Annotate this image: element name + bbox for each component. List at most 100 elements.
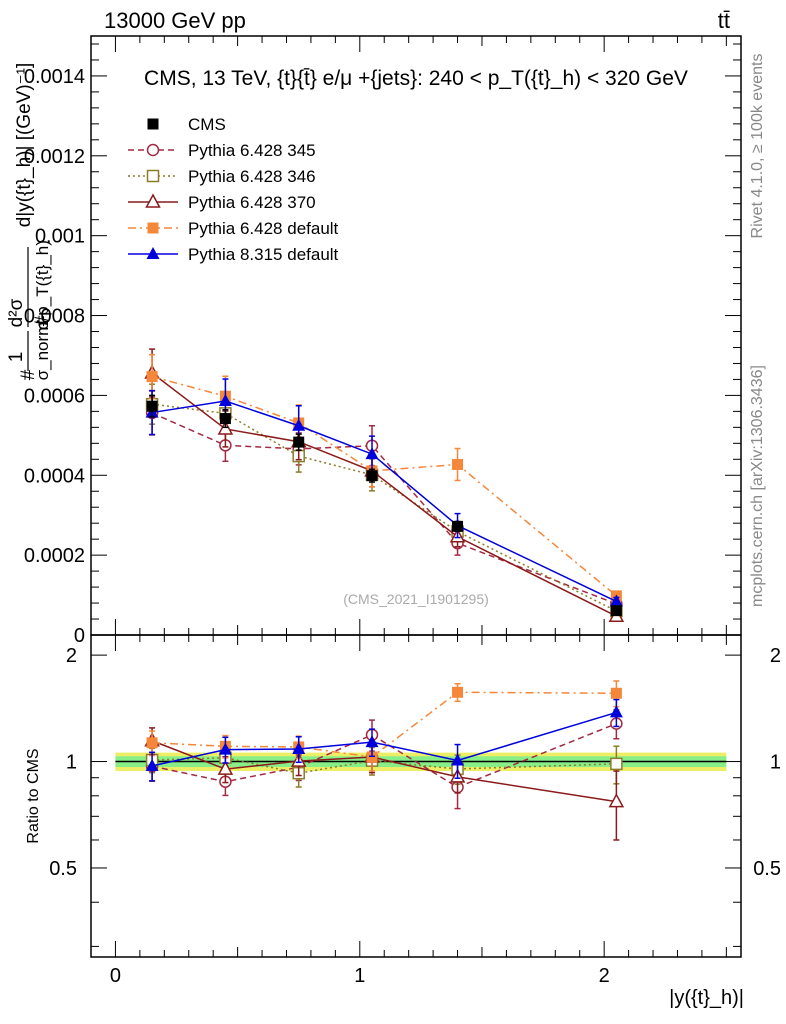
series-pythia-6-428-346 [145, 383, 623, 618]
x-tick-label: 2 [599, 965, 610, 987]
energy-label: 13000 GeV pp [104, 8, 246, 33]
legend-entry-pythia-6-428-346: Pythia 6.428 346 [128, 167, 316, 186]
ratio-frame [90, 634, 742, 958]
legend-marker-pythia-6-428-370 [145, 193, 161, 208]
series-line-pythia-6-428-370 [151, 372, 617, 617]
ratio-line-pythia-6-428-default [152, 691, 617, 758]
ratio-line-pythia-6-428-345 [151, 722, 617, 789]
y-label-numerator: d²σ [6, 298, 27, 327]
series-line-pythia-6-428-345 [151, 412, 617, 605]
series-pythia-8-315-default [145, 378, 623, 607]
x-tick-labels: 0 1 2 [110, 965, 610, 987]
plot-title: CMS, 13 TeV, {t}{t̄} e/μ +{jets}: 240 < … [144, 67, 688, 90]
legend-label-cms: CMS [188, 115, 226, 134]
main-y-tick-labels: 0 0.0002 0.0004 0.0006 0.0008 0.001 0.0012 0.00… [24, 66, 85, 647]
main-y-tick-label: 0.0012 [24, 146, 85, 168]
main-panel: 0 0.0002 0.0004 0.0006 0.0008 0.001 0.0012 0.00… [24, 35, 742, 647]
main-y-tick-label: 0.0008 [24, 306, 85, 328]
data-point-cms [219, 413, 231, 425]
series-line-pythia-6-428-default [151, 375, 617, 597]
data-point-cms [293, 436, 305, 448]
ratio-point-pythia-8-315-default [145, 758, 159, 771]
legend-entry-pythia-6-428-default: Pythia 6.428 default [128, 219, 339, 238]
ratio-axis-ticks [91, 635, 741, 957]
data-point-cms [610, 605, 622, 617]
main-series-group [144, 348, 625, 622]
ratio-point-pythia-6-428-370 [217, 760, 234, 775]
series-line-pythia-8-315-default [151, 400, 617, 603]
ratio-y-tick-label: 2 [66, 645, 77, 667]
series-line-pythia-6-428-346 [151, 403, 617, 612]
series-cms [146, 394, 622, 617]
ratio-point-pythia-6-428-default [452, 686, 464, 698]
legend-label-pythia-6-428-370: Pythia 6.428 370 [188, 193, 316, 212]
main-y-tick-label: 0.001 [35, 226, 85, 248]
legend-marker-pythia-6-428-346 [146, 169, 160, 183]
y-label-sigma-norm: σ_norm [33, 322, 52, 381]
ratio-point-pythia-6-428-370 [608, 793, 625, 808]
y-label-denominator-hash: # [32, 315, 53, 326]
legend-marker-pythia-8-315-default [146, 247, 160, 259]
data-point-cms [146, 400, 158, 412]
data-point-pythia-8-315-default [218, 393, 232, 406]
legend: CMS Pythia 6.428 345 Pythia 6.428 346 Pythi… [128, 115, 339, 264]
legend-entry-pythia-8-315-default: Pythia 8.315 default [128, 245, 339, 264]
ratio-point-pythia-6-428-default [610, 687, 622, 699]
legend-marker-cms [147, 118, 159, 130]
y-label-denominator: d p_T({t}_h) [33, 240, 52, 330]
legend-label-pythia-6-428-346: Pythia 6.428 346 [188, 167, 316, 186]
legend-label-pythia-6-428-345: Pythia 6.428 345 [188, 141, 316, 160]
legend-label-pythia-8-315-default: Pythia 8.315 default [188, 245, 339, 264]
ratio-point-pythia-6-428-346 [610, 757, 623, 771]
data-point-cms [452, 520, 464, 532]
series-pythia-6-428-370 [144, 348, 625, 622]
ratio-y-tick-labels: 0.5 0.5 1 1 2 2 [49, 645, 781, 880]
ratio-point-pythia-8-315-default [609, 705, 623, 718]
data-point-pythia-8-315-default [609, 594, 623, 607]
legend-marker-pythia-6-428-345 [146, 143, 160, 157]
x-axis-label: |y({t}_h)| [669, 987, 744, 1009]
series-pythia-6-428-default [146, 353, 622, 602]
main-y-tick-label: 0.0002 [24, 545, 85, 567]
legend-marker-pythia-6-428-default [147, 222, 159, 234]
data-point-pythia-6-428-default [146, 371, 158, 383]
data-point-pythia-6-428-default [452, 458, 464, 470]
legend-entry-pythia-6-428-370: Pythia 6.428 370 [128, 193, 316, 212]
y-label-tail: d|y({t}_h)| [(GeV)⁻¹] [14, 63, 35, 228]
data-point-pythia-8-315-default [292, 418, 306, 431]
x-tick-label: 1 [354, 965, 365, 987]
legend-entry-cms: CMS [147, 115, 226, 134]
ratio-series-pythia-8-315-default [145, 698, 623, 782]
ratio-point-pythia-8-315-default [292, 742, 306, 755]
main-y-tick-label: 0.0014 [24, 66, 85, 88]
main-y-tick-label: 0 [74, 625, 85, 647]
ratio-point-pythia-8-315-default [451, 753, 465, 766]
ratio-panel: 0.5 0.5 1 1 2 2 0 1 2 [49, 634, 781, 987]
main-y-tick-label: 0.0004 [24, 465, 85, 487]
data-point-pythia-8-315-default [365, 447, 379, 460]
main-y-tick-label: 0.0006 [24, 385, 85, 407]
main-axis-ticks [91, 36, 741, 636]
process-label: tt̄ [718, 8, 730, 33]
main-y-axis-label: # 1 σ_norm d²σ # d p_T({t}_h) d|y({t}_h)… [6, 63, 53, 381]
ratio-y-axis-label: Ratio to CMS [25, 748, 42, 843]
data-point-cms [366, 470, 378, 482]
y-label-one: 1 [6, 352, 27, 363]
ratio-point-pythia-6-428-default [146, 737, 158, 749]
ratio-series-group [144, 680, 625, 841]
rivet-version-label: Rivet 4.1.0, ≥ 100k events [749, 54, 766, 239]
analysis-watermark: (CMS_2021_I1901295) [343, 591, 489, 607]
ratio-y-tick-label-right: 0.5 [753, 858, 781, 880]
ratio-line-pythia-6-428-370 [151, 740, 617, 803]
ratio-point-pythia-8-315-default [218, 742, 232, 755]
ratio-line-pythia-6-428-346 [152, 757, 617, 774]
ratio-line-pythia-8-315-default [151, 711, 617, 767]
legend-label-pythia-6-428-default: Pythia 6.428 default [188, 219, 339, 238]
ratio-y-tick-label-right: 1 [770, 752, 781, 774]
ratio-y-tick-label-right: 2 [770, 645, 781, 667]
ratio-point-pythia-8-315-default [365, 735, 379, 748]
legend-entry-pythia-6-428-345: Pythia 6.428 345 [128, 141, 316, 160]
ratio-y-tick-label: 0.5 [49, 858, 77, 880]
x-tick-label: 0 [110, 965, 121, 987]
